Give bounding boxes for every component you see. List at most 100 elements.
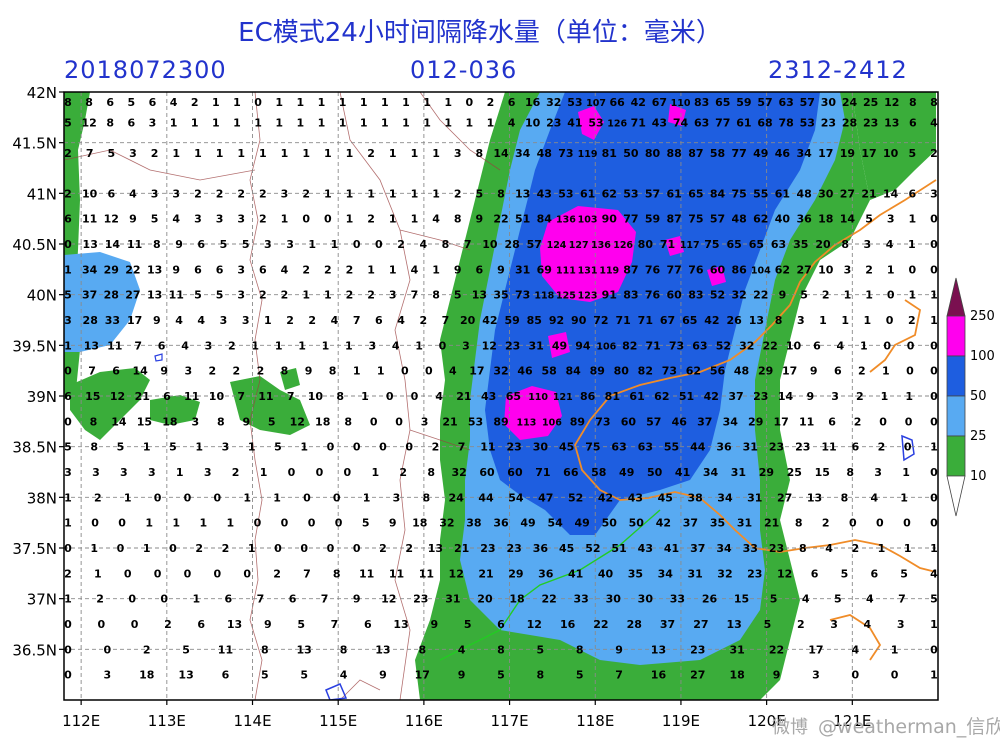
station-precip-value: 5	[182, 643, 190, 656]
station-precip-value: 3	[184, 365, 192, 378]
station-precip-value: 6	[909, 116, 917, 129]
station-precip-value: 1	[124, 491, 132, 504]
station-precip-value: 60	[667, 289, 683, 302]
station-precip-value: 34	[703, 466, 719, 479]
station-precip-value: 13	[147, 263, 162, 276]
station-precip-value: 28	[504, 238, 519, 251]
station-precip-value: 15	[137, 415, 152, 428]
station-precip-value: 1	[900, 491, 908, 504]
station-precip-value: 0	[930, 263, 938, 276]
station-precip-value: 4	[340, 669, 348, 682]
station-precip-value: 41	[675, 466, 690, 479]
station-precip-value: 13	[84, 339, 99, 352]
station-precip-value: 2	[216, 187, 224, 200]
station-precip-value: 22	[753, 289, 768, 302]
station-precip-value: 5	[362, 517, 370, 530]
station-precip-value: 0	[891, 669, 899, 682]
station-precip-value: 34	[723, 415, 739, 428]
station-precip-value: 2	[308, 314, 316, 327]
station-precip-value: 8	[841, 238, 849, 251]
station-precip-value: 9	[810, 365, 818, 378]
station-precip-value: 1	[841, 314, 849, 327]
station-precip-value: 13	[749, 314, 764, 327]
station-precip-value: 31	[737, 517, 752, 530]
station-precip-value: 1	[254, 116, 262, 129]
station-precip-value: 0	[327, 542, 335, 555]
station-precip-value: 29	[748, 415, 763, 428]
station-precip-value: 6	[508, 96, 516, 109]
station-precip-value: 77	[731, 147, 746, 160]
station-precip-value: 33	[105, 314, 120, 327]
station-precip-value: 20	[460, 314, 476, 327]
station-precip-value: 14	[111, 415, 127, 428]
station-precip-value: 14	[778, 390, 794, 403]
station-precip-value: 3	[204, 466, 212, 479]
station-precip-value: 6	[128, 116, 136, 129]
lat-tick-label: 36.5N	[12, 641, 57, 659]
station-precip-value: 86	[580, 390, 596, 403]
station-precip-value: 0	[281, 517, 289, 530]
station-precip-value: 0	[131, 618, 139, 631]
station-precip-value: 6	[828, 415, 836, 428]
station-precip-value: 13	[375, 643, 390, 656]
station-precip-value: 18	[730, 669, 745, 682]
station-precip-value: 0	[300, 542, 308, 555]
station-precip-value: 1	[423, 116, 431, 129]
station-precip-value: 3	[149, 116, 157, 129]
station-precip-value: 1	[237, 147, 245, 160]
station-precip-value: 38	[687, 491, 702, 504]
station-precip-value: 6	[813, 339, 821, 352]
station-precip-value: 89	[493, 415, 508, 428]
station-precip-value: 15	[815, 466, 830, 479]
station-precip-value: 3	[237, 263, 245, 276]
station-precip-value: 32	[546, 96, 561, 109]
station-precip-value: 110	[528, 392, 548, 403]
station-precip-value: 1	[90, 542, 98, 555]
station-precip-value: 1	[363, 491, 371, 504]
station-precip-value: 87	[667, 213, 682, 226]
station-precip-value: 34	[82, 263, 98, 276]
station-precip-value: 1	[194, 147, 202, 160]
station-precip-value: 74	[673, 116, 689, 129]
station-precip-value: 11	[127, 238, 142, 251]
station-precip-value: 8	[795, 517, 803, 530]
station-precip-value: 22	[593, 618, 608, 631]
station-precip-value: 0	[254, 96, 262, 109]
station-precip-value: 63	[611, 441, 626, 454]
station-precip-value: 81	[602, 147, 617, 160]
station-precip-value: 1	[318, 96, 326, 109]
station-precip-value: 1	[260, 466, 268, 479]
station-precip-value: 6	[216, 263, 224, 276]
precip-band-100-250	[540, 206, 636, 302]
station-precip-value: 5	[909, 147, 917, 160]
station-precip-value: 3	[242, 314, 250, 327]
station-precip-value: 1	[860, 339, 868, 352]
station-precip-value: 31	[528, 339, 543, 352]
station-precip-value: 29	[759, 466, 774, 479]
precip-band-25-50	[64, 252, 140, 352]
precip-band-100-250	[578, 106, 604, 140]
station-precip-value: 0	[154, 567, 162, 580]
station-precip-value: 8	[281, 365, 289, 378]
station-precip-value: 9	[305, 365, 313, 378]
station-precip-value: 2	[96, 593, 104, 606]
station-precip-value: 3	[216, 213, 224, 226]
station-precip-value: 3	[129, 147, 137, 160]
precip-band-10-25	[852, 92, 936, 200]
station-precip-value: 8	[841, 491, 849, 504]
station-precip-value: 0	[465, 96, 473, 109]
station-precip-value: 136	[591, 240, 611, 251]
station-precip-value: 12	[449, 567, 464, 580]
station-precip-value: 7	[88, 365, 96, 378]
station-precip-value: 63	[778, 96, 793, 109]
station-precip-value: 6	[64, 390, 72, 403]
station-precip-value: 8	[930, 96, 938, 109]
station-precip-value: 0	[904, 441, 912, 454]
station-precip-value: 0	[64, 643, 72, 656]
station-precip-value: 20	[815, 238, 831, 251]
station-precip-value: 65	[682, 314, 697, 327]
station-precip-value: 121	[553, 392, 573, 403]
station-precip-value: 23	[506, 441, 521, 454]
lat-tick-label: 38N	[27, 489, 57, 507]
station-precip-value: 90	[602, 213, 618, 226]
